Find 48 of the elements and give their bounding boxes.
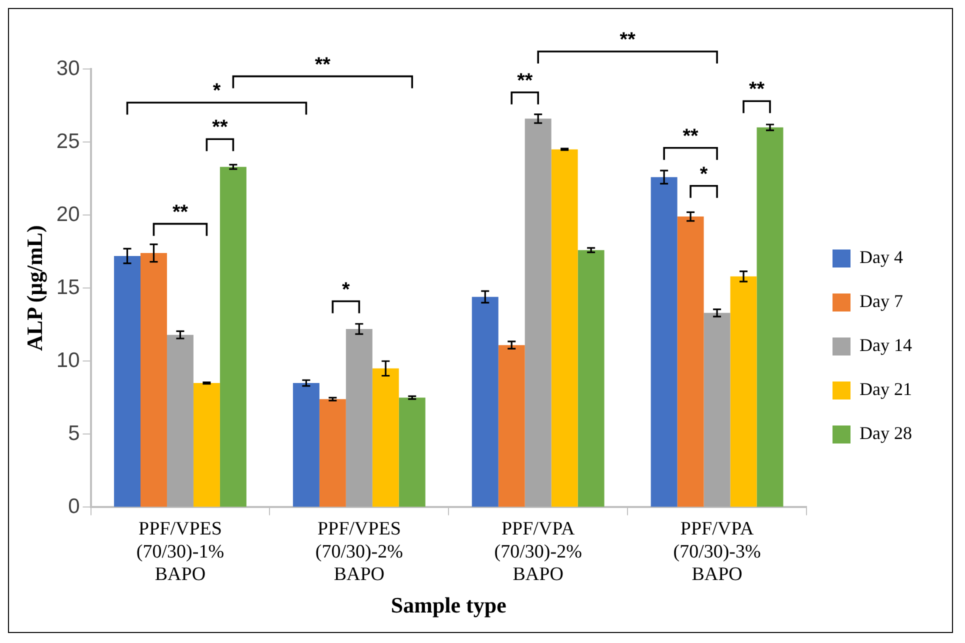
legend-label: Day 21 bbox=[860, 379, 912, 400]
annotation: * bbox=[212, 80, 221, 102]
y-tick-label: 5 bbox=[68, 422, 80, 445]
y-tick-label: 10 bbox=[56, 348, 80, 372]
legend-label: Day 4 bbox=[860, 247, 904, 268]
bar bbox=[372, 368, 399, 507]
x-tick-label: PPF/VPES (70/30)-1% BAPO bbox=[136, 518, 224, 586]
annotation: * bbox=[700, 163, 708, 186]
bar bbox=[524, 118, 552, 507]
x-axis-title: Sample type bbox=[390, 592, 507, 618]
bar bbox=[498, 345, 525, 507]
bar bbox=[193, 383, 220, 507]
bar bbox=[220, 166, 246, 507]
bar bbox=[472, 296, 498, 507]
annotation: * bbox=[342, 278, 350, 301]
y-tick-label: 0 bbox=[68, 494, 80, 518]
annotation: ** bbox=[172, 201, 188, 224]
bar bbox=[140, 253, 167, 507]
y-tick-label: 25 bbox=[56, 130, 80, 153]
y-tick-label: 15 bbox=[56, 276, 80, 299]
y-tick-label: 20 bbox=[56, 202, 80, 226]
annotation: ** bbox=[748, 78, 765, 101]
bar bbox=[292, 383, 320, 507]
annotation: ** bbox=[212, 116, 228, 139]
text: ** bbox=[620, 28, 636, 51]
annotation: ** bbox=[517, 70, 533, 92]
bar bbox=[346, 329, 372, 507]
bar bbox=[398, 398, 426, 507]
bar bbox=[677, 216, 704, 507]
y-axis-title: ALP (µg/mL) bbox=[22, 225, 47, 351]
x-tick-label: PPF/VPA (70/30)-2% BAPO bbox=[494, 518, 582, 586]
legend-label: Day 28 bbox=[860, 423, 912, 444]
bar bbox=[650, 177, 678, 507]
bar bbox=[756, 127, 784, 507]
x-tick-label: PPF/VPA (70/30)-3% BAPO bbox=[673, 518, 762, 586]
bar bbox=[319, 399, 346, 507]
bar bbox=[551, 149, 578, 507]
bar bbox=[166, 334, 194, 507]
bar bbox=[704, 312, 730, 507]
x-tick-label: PPF/VPES (70/30)-2% BAPO bbox=[315, 518, 404, 586]
y-tick-label: 30 bbox=[56, 56, 80, 80]
annotation: ** bbox=[314, 54, 331, 76]
legend-label: Day 14 bbox=[860, 335, 912, 356]
bar bbox=[114, 256, 141, 507]
legend-label: Day 7 bbox=[860, 291, 904, 312]
bar bbox=[578, 250, 604, 507]
bar bbox=[730, 276, 757, 507]
annotation: ** bbox=[682, 125, 699, 148]
